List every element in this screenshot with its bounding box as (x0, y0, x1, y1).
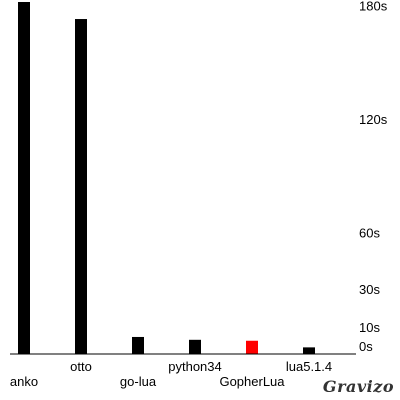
y-tick-label: 60s (359, 225, 380, 240)
bar-anko (18, 2, 30, 354)
y-tick-label: 120s (359, 112, 388, 127)
bar-gopherlua (246, 340, 258, 354)
y-tick-label: 0s (359, 339, 373, 354)
bar-go-lua (132, 336, 144, 354)
bars-group (18, 2, 315, 354)
x-tick-label: GopherLua (219, 374, 285, 389)
bar-python34 (189, 339, 201, 354)
x-tick-label: otto (70, 359, 92, 374)
gravizo-watermark: Gravizo (322, 377, 394, 396)
y-tick-label: 10s (359, 320, 380, 335)
bar-otto (75, 19, 87, 354)
x-tick-label: lua5.1.4 (286, 359, 332, 374)
y-tick-labels: 0s 10s 30s 60s 120s 180s (359, 0, 388, 354)
bar-lua5-1-4 (303, 347, 315, 354)
x-tick-label: anko (10, 374, 38, 389)
y-tick-label: 180s (359, 0, 388, 13)
y-tick-label: 30s (359, 282, 380, 297)
x-tick-label: python34 (168, 359, 222, 374)
x-tick-label: go-lua (120, 374, 157, 389)
